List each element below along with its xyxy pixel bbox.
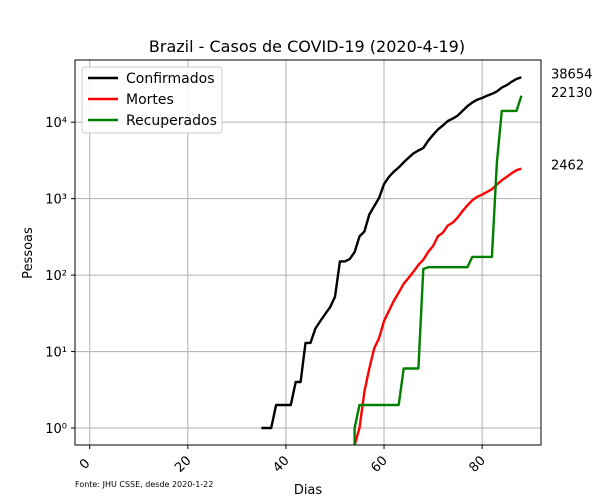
legend: Confirmados Mortes Recuperados [81,66,223,134]
end-labels: 38654 2462 22130 [551,67,592,173]
chart-title: Brazil - Casos de COVID-19 (2020-4-19) [149,37,465,56]
legend-label-confirmados: Confirmados [126,71,215,87]
series-line-recuperados [353,95,523,445]
end-label-mortes: 2462 [551,159,584,174]
end-label-recuperados: 22130 [551,86,592,101]
x-axis-label: Dias [294,483,323,498]
grid [75,60,541,445]
legend-box [81,66,223,134]
end-label-confirmados: 38654 [551,67,592,82]
plot-frame [74,59,542,446]
y-tick-label: 10⁰ [45,422,67,437]
y-axis-label: Pessoas [21,227,36,279]
y-tick-label: 10³ [45,193,67,208]
source-note: Fonte: JHU CSSE, desde 2020-1-22 [75,480,213,489]
y-tick-label: 10⁴ [45,116,67,131]
series-line-confirmados [261,76,522,430]
y-tick-label: 10² [45,269,67,284]
legend-label-recuperados: Recuperados [126,113,217,129]
y-tick-label: 10¹ [45,346,67,361]
legend-label-mortes: Mortes [126,92,174,108]
series-lines [261,76,523,445]
series-line-mortes [353,167,522,445]
